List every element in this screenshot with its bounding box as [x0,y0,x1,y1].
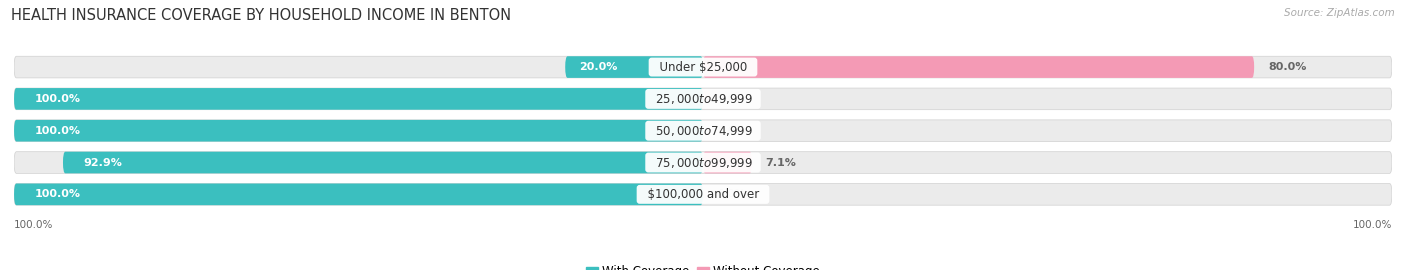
Text: 7.1%: 7.1% [766,157,797,167]
FancyBboxPatch shape [14,120,1392,141]
Text: 0.0%: 0.0% [717,126,745,136]
Text: HEALTH INSURANCE COVERAGE BY HOUSEHOLD INCOME IN BENTON: HEALTH INSURANCE COVERAGE BY HOUSEHOLD I… [11,8,512,23]
Text: $75,000 to $99,999: $75,000 to $99,999 [648,156,758,170]
Text: Under $25,000: Under $25,000 [651,60,755,73]
Text: $25,000 to $49,999: $25,000 to $49,999 [648,92,758,106]
Text: 0.0%: 0.0% [717,189,745,199]
Text: $100,000 and over: $100,000 and over [640,188,766,201]
Text: 100.0%: 100.0% [35,126,80,136]
Text: 100.0%: 100.0% [1353,220,1392,231]
FancyBboxPatch shape [63,152,703,173]
Text: 80.0%: 80.0% [1268,62,1306,72]
FancyBboxPatch shape [703,152,752,173]
Text: 100.0%: 100.0% [35,189,80,199]
Text: 100.0%: 100.0% [35,94,80,104]
FancyBboxPatch shape [14,120,703,141]
FancyBboxPatch shape [14,88,1392,110]
Legend: With Coverage, Without Coverage: With Coverage, Without Coverage [581,261,825,270]
FancyBboxPatch shape [14,56,1392,78]
FancyBboxPatch shape [14,152,1392,173]
Text: 92.9%: 92.9% [83,157,122,167]
FancyBboxPatch shape [14,184,1392,205]
FancyBboxPatch shape [565,56,703,78]
FancyBboxPatch shape [14,88,703,110]
Text: 20.0%: 20.0% [579,62,617,72]
Text: 0.0%: 0.0% [717,94,745,104]
Text: $50,000 to $74,999: $50,000 to $74,999 [648,124,758,138]
Text: Source: ZipAtlas.com: Source: ZipAtlas.com [1284,8,1395,18]
FancyBboxPatch shape [703,56,1254,78]
Text: 100.0%: 100.0% [14,220,53,231]
FancyBboxPatch shape [14,184,703,205]
